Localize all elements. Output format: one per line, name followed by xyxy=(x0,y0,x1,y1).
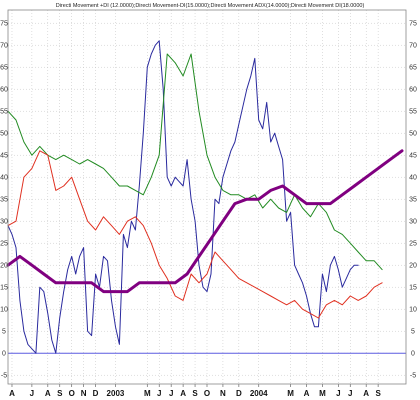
x-tick-label: A xyxy=(45,389,51,398)
x-tick-label: M xyxy=(319,389,326,398)
x-tick-label: A xyxy=(363,389,369,398)
y-tick-label-right: 0 xyxy=(411,351,415,358)
y-tick-label-left: 20 xyxy=(0,263,8,270)
y-tick-label-left: 45 xyxy=(0,153,8,160)
y-tick-label-left: 50 xyxy=(0,131,8,138)
y-tick-label-right: 20 xyxy=(409,263,417,270)
y-tick-label-right: 70 xyxy=(409,43,417,50)
y-tick-label-left: 30 xyxy=(0,219,8,226)
x-tick-label: S xyxy=(57,389,63,398)
x-tick-label: A xyxy=(9,389,15,398)
y-tick-label-left: 10 xyxy=(0,307,8,314)
x-tick-label: J xyxy=(348,389,352,398)
x-tick-label: M xyxy=(287,389,294,398)
x-tick-label: D xyxy=(236,389,242,398)
x-tick-label: N xyxy=(220,389,226,398)
x-axis-ticks: A J A S O N D 2003 M J J A S O N D 2004 M A M J J A S xyxy=(9,384,381,398)
x-tick-label: O xyxy=(69,389,75,398)
y-tick-label-right: 40 xyxy=(409,175,417,182)
y-tick-label-right: 45 xyxy=(409,153,417,160)
series-line-3 xyxy=(7,150,383,319)
y-tick-label-left: 25 xyxy=(0,241,8,248)
y-tick-label-left: 40 xyxy=(0,175,8,182)
y-tick-label-right: 60 xyxy=(409,87,417,94)
x-tick-label: 2003 xyxy=(107,389,125,398)
grid xyxy=(8,10,406,384)
y-tick-label-right: 75 xyxy=(409,21,417,28)
y-tick-label-left: 35 xyxy=(0,197,8,204)
y-tick-label-right: 5 xyxy=(411,329,415,336)
x-tick-label: M xyxy=(144,389,151,398)
series-line-1 xyxy=(7,40,359,354)
series-line-4 xyxy=(6,149,404,294)
y-tick-label-left: 65 xyxy=(0,65,8,72)
x-tick-label: J xyxy=(157,389,161,398)
y-tick-label-right: 10 xyxy=(409,307,417,314)
y-tick-label-left: 55 xyxy=(0,109,8,116)
x-tick-label: A xyxy=(180,389,186,398)
x-tick-label: N xyxy=(81,389,87,398)
y-tick-label-left: 75 xyxy=(0,21,8,28)
plot-frame xyxy=(7,9,407,385)
x-tick-label: J xyxy=(30,389,34,398)
y-tick-label-right: 35 xyxy=(409,197,417,204)
y-tick-label-left: 0 xyxy=(2,351,6,358)
y-tick-label-right: 65 xyxy=(409,65,417,72)
y-tick-label-right: 55 xyxy=(409,109,417,116)
x-tick-label: S xyxy=(375,389,381,398)
y-tick-label-right: 50 xyxy=(409,131,417,138)
y-tick-label-left: 60 xyxy=(0,87,8,94)
y-tick-label-left: 70 xyxy=(0,43,8,50)
y-tick-label-left: -5 xyxy=(1,373,7,380)
y-tick-label-left: 5 xyxy=(2,329,6,336)
y-tick-label-right: -5 xyxy=(410,373,416,380)
series-group xyxy=(6,40,404,354)
x-tick-label: 2004 xyxy=(250,389,268,398)
y-tick-label-left: 15 xyxy=(0,285,8,292)
y-tick-label-right: 30 xyxy=(409,219,417,226)
x-tick-label: S xyxy=(192,389,198,398)
x-tick-label: D xyxy=(93,389,99,398)
x-tick-label: O xyxy=(204,389,210,398)
x-tick-label: J xyxy=(169,389,173,398)
y-tick-label-right: 15 xyxy=(409,285,417,292)
x-tick-label: A xyxy=(304,389,310,398)
x-tick-label: J xyxy=(336,389,340,398)
y-tick-label-right: 25 xyxy=(409,241,417,248)
chart-title: Directi Movement +DI (12.0000);Directi M… xyxy=(56,3,365,9)
